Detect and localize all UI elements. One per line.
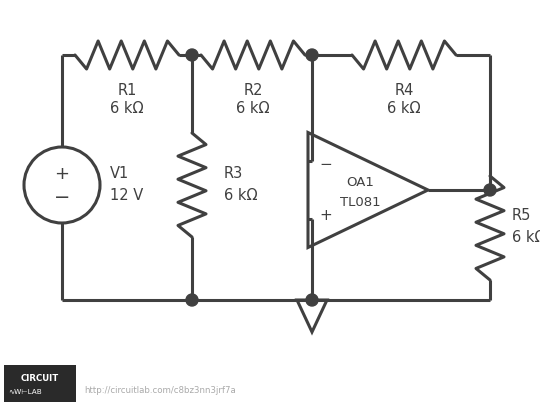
Text: 6 kΩ: 6 kΩ [237, 101, 270, 116]
Text: R5: R5 [512, 209, 531, 224]
Circle shape [306, 49, 318, 61]
Text: ∿W⊢LAB: ∿W⊢LAB [8, 389, 42, 395]
Text: OA1: OA1 [346, 175, 374, 188]
Bar [4, 365, 76, 402]
Text: +: + [320, 208, 333, 223]
Text: 12 V: 12 V [110, 188, 143, 202]
Text: 6 kΩ: 6 kΩ [110, 101, 144, 116]
Text: R4: R4 [394, 83, 414, 98]
Text: R3: R3 [224, 166, 243, 181]
Text: CIRCUIT: CIRCUIT [21, 375, 59, 384]
Text: TL081: TL081 [340, 196, 380, 209]
Text: R2: R2 [243, 83, 263, 98]
Text: http://circuitlab.com/c8bz3nn3jrf7a: http://circuitlab.com/c8bz3nn3jrf7a [84, 386, 236, 395]
Text: 6 kΩ: 6 kΩ [387, 101, 421, 116]
Text: 6 kΩ: 6 kΩ [224, 188, 258, 202]
Circle shape [186, 49, 198, 61]
Text: R1: R1 [117, 83, 137, 98]
Text: ricky.12 / Unnamed Circuit: ricky.12 / Unnamed Circuit [84, 373, 230, 382]
Text: −: − [320, 157, 333, 172]
Text: −: − [54, 188, 70, 207]
Text: +: + [55, 165, 70, 183]
Text: 6 kΩ: 6 kΩ [512, 230, 540, 245]
Circle shape [306, 294, 318, 306]
Circle shape [484, 184, 496, 196]
Text: V1: V1 [110, 166, 129, 181]
Circle shape [186, 294, 198, 306]
